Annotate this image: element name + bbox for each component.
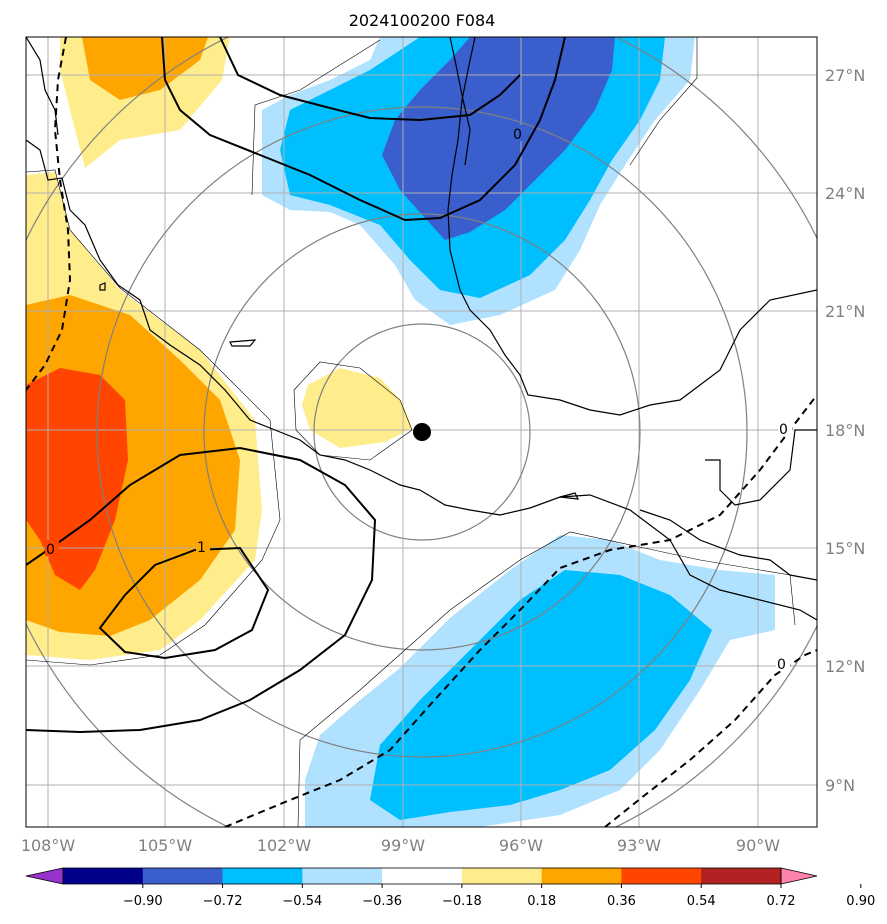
lat-label-21n: 21°N (825, 302, 865, 321)
colorbar-tick-label: −0.90 (123, 894, 163, 909)
islands (99, 282, 580, 500)
lon-label-93w: 93°W (617, 836, 661, 855)
contour-label: 1 (197, 540, 206, 556)
colorbar-segment (621, 868, 702, 884)
colorbar-tick-label: 0.36 (607, 894, 636, 909)
shade-northwest-orange (82, 37, 208, 100)
anomaly-shading (26, 37, 775, 827)
colorbar-segment (222, 868, 303, 884)
colorbar-segment (142, 868, 224, 884)
colorbar-tick-label: −0.54 (282, 894, 322, 909)
contour-label: 0 (46, 542, 55, 558)
dashed-contours (26, 37, 817, 827)
yucatan-east (705, 429, 817, 506)
baja-peninsula (26, 37, 59, 136)
solid-contours (26, 37, 566, 734)
range-rings (26, 37, 817, 827)
lat-label-9n: 9°N (825, 776, 855, 795)
contour-labels: 0 1 0 0 0 (45, 125, 792, 673)
colorbar-tick-label: −0.36 (362, 894, 402, 909)
gulf-coast-mexico (447, 37, 817, 416)
colorbar-tick-label: −0.72 (203, 894, 243, 909)
lat-label-18n: 18°N (825, 421, 865, 440)
shade-southeast-blue (370, 570, 712, 820)
shade-west-red (26, 368, 128, 590)
lon-label-108w: 108°W (21, 836, 76, 855)
texas-coast-inner (449, 37, 471, 166)
lat-label-12n: 12°N (825, 657, 865, 676)
shading-outlines (26, 37, 796, 827)
colorbar-segment (541, 868, 622, 884)
graticule (26, 37, 817, 827)
colorbar-tick-label: 0.90 (846, 894, 875, 909)
shade-northeast-dark-blue (382, 37, 615, 240)
lon-label-105w: 105°W (138, 836, 193, 855)
colorbar-segment (701, 868, 782, 884)
lon-label-96w: 96°W (499, 836, 543, 855)
colorbar: −0.90 −0.72 −0.54 −0.36 −0.18 0.18 0.36 0.54 0.7… (25, 867, 875, 909)
lon-label-99w: 99°W (381, 836, 425, 855)
map-frame (25, 36, 818, 828)
pacific-coast-mexico (26, 139, 817, 621)
contour-label: 0 (513, 127, 522, 143)
colorbar-extend-low (25, 867, 64, 885)
lat-tick-labels: 27°N 24°N 21°N 18°N 15°N 12°N 9°N (825, 66, 865, 795)
lat-label-15n: 15°N (825, 539, 865, 558)
lon-label-90w: 90°W (736, 836, 780, 855)
contour-label: 0 (779, 422, 788, 438)
colorbar-segment (382, 868, 463, 884)
colorbar-extend-high (780, 867, 818, 885)
contour-label: 0 (777, 657, 786, 673)
colorbar-tick-label: 0.54 (687, 894, 716, 909)
colorbar-frame (62, 867, 782, 885)
storm-center-marker (413, 423, 431, 441)
colorbar-tick-label: 0.72 (767, 894, 796, 909)
colorbar-segment (63, 868, 144, 884)
lon-tick-labels: 108°W 105°W 102°W 99°W 96°W 93°W 90°W (21, 836, 780, 855)
lat-label-27n: 27°N (825, 66, 865, 85)
lon-label-102w: 102°W (257, 836, 312, 855)
map-panel: 0 1 0 0 0 (26, 37, 817, 827)
coastlines (26, 37, 817, 621)
lat-label-24n: 24°N (825, 184, 865, 203)
shade-central-yellow (302, 368, 412, 448)
colorbar-segment (461, 868, 543, 884)
figure-title: 2024100200 F084 (349, 11, 496, 30)
colorbar-segment (302, 868, 383, 884)
colorbar-tick-label: 0.18 (527, 894, 556, 909)
central-america-border (639, 509, 817, 581)
colorbar-tick-label: −0.18 (442, 894, 482, 909)
